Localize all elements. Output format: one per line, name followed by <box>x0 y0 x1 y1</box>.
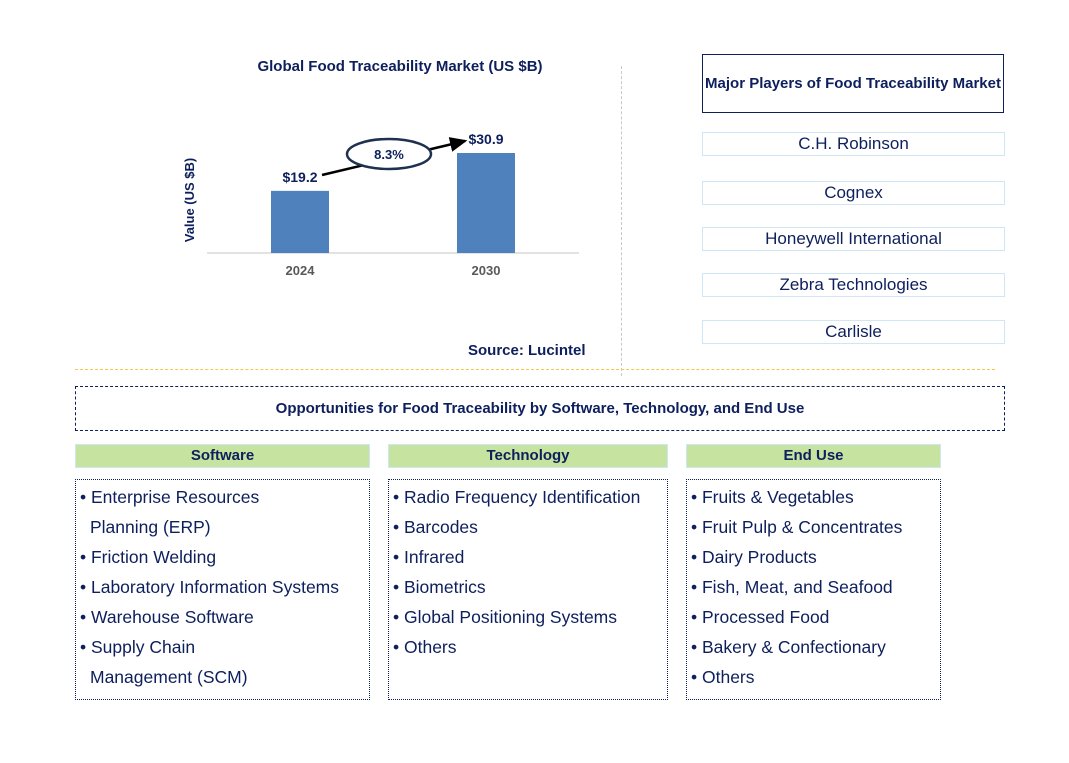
list-item: • Biometrics <box>393 572 667 602</box>
list-item-text: • Infrared <box>393 547 465 567</box>
bar-2024 <box>271 190 329 253</box>
list-item-continuation: Management (SCM) <box>90 667 248 687</box>
player-item: Carlisle <box>702 320 1005 344</box>
list-item-text: • Fruits & Vegetables <box>691 487 854 507</box>
list-item-text: • Barcodes <box>393 517 478 537</box>
bar-chart: Value (US $B) 2024 $19.2 2030 $30.9 8.3% <box>182 131 579 278</box>
list-item: • Others <box>691 662 940 692</box>
software-list: • Enterprise Resources Planning (ERP) • Fr… <box>75 479 370 700</box>
list-item: • Others <box>393 632 667 662</box>
list-item-text: • Dairy Products <box>691 547 817 567</box>
list-item: • Processed Food <box>691 602 940 632</box>
technology-header: Technology <box>388 444 668 468</box>
x-tick-label: 2024 <box>286 263 316 278</box>
list-item-text: • Warehouse Software <box>80 607 254 627</box>
list-item-text: • Bakery & Confectionary <box>691 637 886 657</box>
x-tick-label: 2030 <box>472 263 501 278</box>
list-item-text: • Laboratory Information Systems <box>80 577 340 597</box>
data-label: $19.2 <box>282 169 317 185</box>
end-use-header: End Use <box>686 444 941 468</box>
list-item-text: • Global Positioning Systems <box>393 607 618 627</box>
list-item: • Laboratory Information Systems <box>80 572 369 602</box>
list-item-text: • Friction Welding <box>80 547 217 567</box>
list-item-text: • Biometrics <box>393 577 486 597</box>
bar-2030 <box>457 153 515 253</box>
list-item: • Fruits & Vegetables <box>691 482 940 512</box>
list-item: • Friction Welding <box>80 542 369 572</box>
vertical-divider <box>621 66 622 376</box>
technology-list: • Radio Frequency Identification • Barcod… <box>388 479 668 700</box>
cagr-label: 8.3% <box>374 147 404 162</box>
horizontal-divider <box>75 369 995 370</box>
player-item: C.H. Robinson <box>702 132 1005 156</box>
list-item-text: • Others <box>691 667 755 687</box>
list-item-text: • Others <box>393 637 457 657</box>
list-item: • Dairy Products <box>691 542 940 572</box>
player-item: Honeywell International <box>702 227 1005 251</box>
players-title: Major Players of Food Traceability Marke… <box>702 54 1004 113</box>
player-item: Cognex <box>702 181 1005 205</box>
software-header: Software <box>75 444 370 468</box>
list-item-text: • Radio Frequency Identification <box>393 487 641 507</box>
list-item: • Radio Frequency Identification <box>393 482 667 512</box>
list-item: • Infrared <box>393 542 667 572</box>
list-item-text: • Fish, Meat, and Seafood <box>691 577 893 597</box>
list-item-text: • Supply Chain <box>80 637 196 657</box>
source-label: Source: Lucintel <box>468 342 586 359</box>
cagr-ellipse <box>345 137 433 171</box>
end-use-list: • Fruits & Vegetables • Fruit Pulp & Conc… <box>686 479 941 700</box>
list-item-continuation: Planning (ERP) <box>90 517 211 537</box>
list-item: • Fruit Pulp & Concentrates <box>691 512 940 542</box>
list-item: • Bakery & Confectionary <box>691 632 940 662</box>
list-item: • Barcodes <box>393 512 667 542</box>
opportunities-title: Opportunities for Food Traceability by S… <box>75 386 1005 431</box>
list-item-text: • Fruit Pulp & Concentrates <box>691 517 903 537</box>
list-item-text: • Processed Food <box>691 607 830 627</box>
list-item-text: • Enterprise Resources <box>80 487 260 507</box>
list-item: • Global Positioning Systems <box>393 602 667 632</box>
y-axis-label: Value (US $B) <box>182 158 197 243</box>
list-item: • Supply Chain Management (SCM) <box>80 632 369 692</box>
chart-title: Global Food Traceability Market (US $B) <box>257 58 543 75</box>
list-item: • Warehouse Software <box>80 602 369 632</box>
player-item: Zebra Technologies <box>702 273 1005 297</box>
data-label: $30.9 <box>468 131 503 147</box>
list-item: • Fish, Meat, and Seafood <box>691 572 940 602</box>
list-item: • Enterprise Resources Planning (ERP) <box>80 482 369 542</box>
